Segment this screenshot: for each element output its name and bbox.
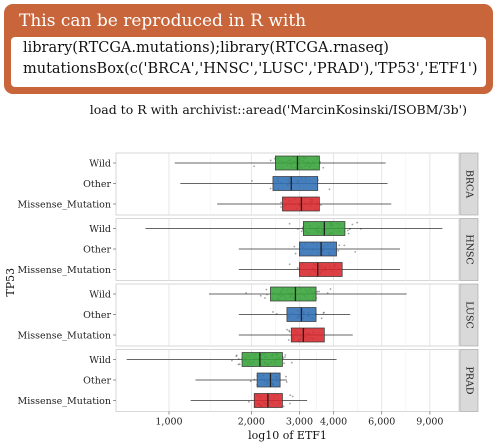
box-lusc-other-point [323,311,325,314]
box-brca-missense_mutation-point [319,204,322,206]
box-lusc-wild-point [318,290,321,293]
x-axis-title: log10 of ETF1 [248,429,327,442]
box-lusc-wild-point [265,288,268,291]
box-prad-other-box [256,372,281,388]
box-hnsc-other-point [337,249,340,252]
y-tick-label-hnsc-missense_mutation: Missense_Mutation [17,265,111,276]
x-tick-label-0: 1,000 [155,417,182,428]
box-prad-wild-point [231,359,233,362]
y-axis-title: TP53 [4,268,17,297]
facet-label-hnsc: HNSC [464,234,475,264]
box-prad-wild-point [290,361,293,364]
box-lusc-missense_mutation-point [287,339,290,341]
box-hnsc-other-point [294,252,297,255]
box-prad-other-point [285,375,287,378]
box-hnsc-other-point [338,244,341,247]
box-brca-missense_mutation-point [280,206,282,208]
box-lusc-wild-point [329,288,332,290]
y-tick-label-brca-wild: Wild [89,159,111,170]
box-brca-other-point [328,188,331,191]
facet-label-lusc: LUSC [464,301,475,329]
box-lusc-missense_mutation-point [288,329,291,332]
box-brca-other-box [272,176,319,191]
box-brca-other-point [269,187,272,190]
box-hnsc-wild-point [300,230,303,233]
box-lusc-missense_mutation-point [286,328,288,331]
y-tick-label-prad-wild: Wild [89,355,111,366]
code-line-2: mutationsBox(c('BRCA','HNSC','LUSC','PRA… [23,61,478,77]
box-hnsc-missense_mutation-point [296,267,299,269]
x-tick-label-4: 6,000 [368,417,395,428]
box-hnsc-other-point [343,244,346,247]
box-prad-wild-point [284,354,287,356]
x-tick-label-2: 3,000 [286,417,313,428]
box-prad-wild-point [238,363,241,366]
y-tick-label-prad-missense_mutation: Missense_Mutation [17,396,111,407]
box-lusc-wild-point [316,290,319,293]
y-tick-label-brca-missense_mutation: Missense_Mutation [17,200,111,211]
facet-strip-hnsc [459,218,479,281]
box-lusc-wild-box [270,286,317,302]
box-hnsc-wild-point [288,222,291,225]
box-hnsc-missense_mutation-box [299,262,343,277]
box-hnsc-wild-point [351,223,354,226]
box-lusc-other-point [320,317,323,320]
facet-label-brca: BRCA [464,170,475,198]
box-prad-missense_mutation-point [288,402,291,405]
box-lusc-other-point [272,311,274,313]
caption-text: load to R with archivist::aread('MarcinK… [89,102,467,117]
y-tick-label-brca-other: Other [83,179,111,190]
box-brca-other-point [251,180,253,182]
box-hnsc-other-point [354,251,357,253]
facet-strip-lusc [459,283,479,347]
box-hnsc-other-box [299,241,337,257]
y-tick-label-prad-other: Other [83,376,111,387]
box-hnsc-wild-point [346,229,349,232]
box-prad-wild-point [283,362,285,365]
box-brca-wild-point [253,165,256,168]
box-prad-wild-point [284,356,286,358]
box-hnsc-other-point [293,245,296,248]
box-brca-wild-point [322,166,325,169]
box-lusc-missense_mutation-box [290,327,325,343]
y-tick-label-lusc-missense_mutation: Missense_Mutation [17,331,111,342]
box-hnsc-wild-point [347,232,350,235]
facet-panel-hnsc [115,218,460,281]
box-prad-missense_mutation-point [289,394,292,397]
box-prad-other-point [249,380,252,383]
code-line-1: library(RTCGA.mutations);library(RTCGA.r… [23,40,389,56]
box-prad-wild-point [235,355,238,358]
box-brca-wild-point [269,159,272,162]
x-tick-label-3: 4,000 [320,417,347,428]
x-tick-label-5: 9,000 [416,417,443,428]
facet-strip-brca [459,152,479,216]
box-lusc-wild-point [264,297,266,299]
code-banner: This can be reproduced in R with library… [4,4,493,94]
box-prad-missense_mutation-point [247,400,250,403]
facet-label-prad: PRAD [464,366,475,394]
y-tick-label-lusc-wild: Wild [89,290,111,301]
banner-title: This can be reproduced in R with [19,11,307,31]
box-prad-missense_mutation-point [291,395,294,398]
box-lusc-wild-point [259,294,262,297]
x-tick-label-1: 2,000 [238,417,265,428]
facet-strip-prad [459,349,479,412]
box-brca-missense_mutation-point [280,201,282,204]
box-prad-other-point [285,381,288,383]
box-lusc-wild-point [245,292,248,294]
code-box: library(RTCGA.mutations);library(RTCGA.r… [11,37,486,87]
box-hnsc-wild-point [356,221,359,224]
y-tick-label-hnsc-wild: Wild [89,224,111,235]
box-prad-missense_mutation-point [282,405,285,408]
archivist-caption: load to R with archivist::aread('MarcinK… [0,102,501,117]
y-tick-label-hnsc-other: Other [83,245,111,256]
box-hnsc-missense_mutation-point [288,263,291,266]
y-tick-label-lusc-other: Other [83,310,111,321]
box-prad-wild-point [282,357,285,359]
box-prad-wild-box [241,352,283,367]
facet-panel-prad [115,349,460,412]
